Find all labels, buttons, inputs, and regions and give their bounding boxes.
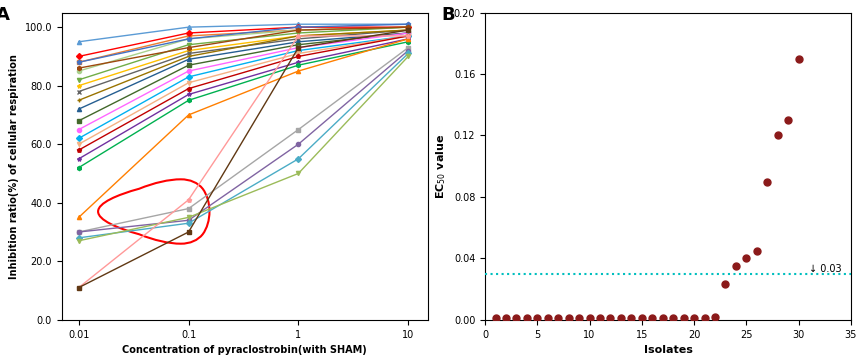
Point [729, 263, 743, 269]
Point [697, 315, 711, 321]
Y-axis label: Inhibition ratio(%) of cellular respiration: Inhibition ratio(%) of cellular respirat… [9, 54, 19, 279]
Point [791, 56, 805, 62]
Point [666, 315, 680, 321]
Text: B: B [442, 7, 454, 24]
Point [677, 315, 690, 321]
Point [687, 315, 701, 321]
Point [593, 315, 607, 321]
Text: A: A [0, 7, 10, 24]
Point [719, 282, 733, 287]
Point [582, 315, 596, 321]
Point [551, 315, 565, 321]
Point [740, 256, 753, 261]
Point [760, 178, 774, 184]
Point [562, 315, 575, 321]
Point [499, 315, 513, 321]
Point [771, 132, 785, 138]
Point [510, 315, 524, 321]
Point [625, 315, 638, 321]
Y-axis label: EC$_{50}$ value: EC$_{50}$ value [435, 134, 448, 199]
Point [489, 315, 503, 321]
X-axis label: Isolates: Isolates [644, 345, 692, 355]
Point [572, 315, 586, 321]
X-axis label: Concentration of pyraclostrobin(with SHAM): Concentration of pyraclostrobin(with SHA… [123, 345, 367, 355]
Point [541, 315, 555, 321]
Point [750, 248, 764, 253]
Point [708, 314, 722, 320]
Point [656, 315, 670, 321]
Point [781, 117, 795, 123]
Point [614, 315, 628, 321]
Point [530, 315, 544, 321]
Point [635, 315, 649, 321]
Text: ↓ 0.03: ↓ 0.03 [809, 264, 842, 274]
Point [520, 315, 534, 321]
Point [645, 315, 659, 321]
Point [604, 315, 618, 321]
